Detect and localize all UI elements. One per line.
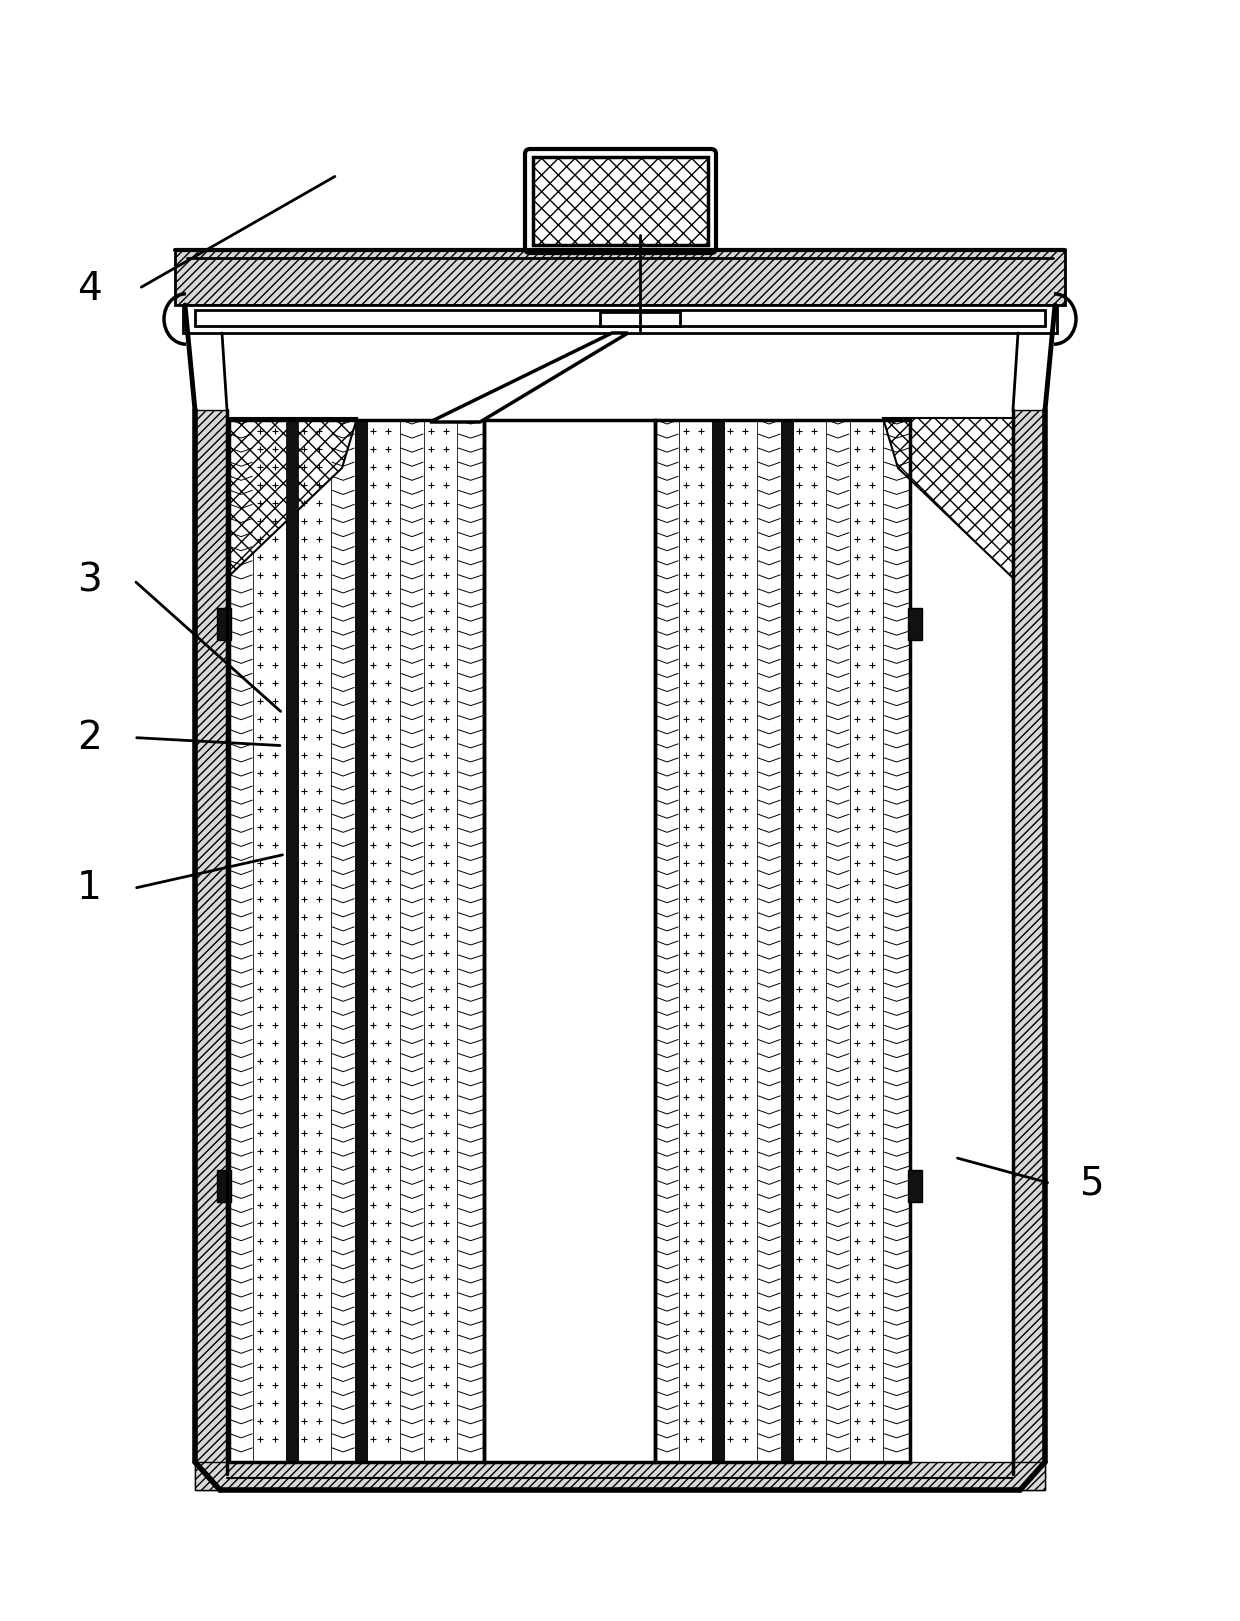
Bar: [217, 608, 231, 640]
Bar: [908, 1170, 923, 1203]
Bar: [781, 420, 792, 1462]
Bar: [484, 420, 655, 1462]
Bar: [883, 420, 910, 1462]
Text: 5: 5: [1079, 1164, 1104, 1203]
Bar: [826, 420, 851, 1462]
Text: 2: 2: [77, 718, 102, 757]
Bar: [851, 420, 883, 1462]
Bar: [195, 310, 1045, 326]
Bar: [298, 420, 331, 1462]
Bar: [724, 420, 756, 1462]
Polygon shape: [227, 418, 357, 579]
Text: 4: 4: [77, 269, 102, 308]
Text: 1: 1: [77, 869, 102, 908]
Bar: [655, 420, 680, 1462]
Bar: [195, 410, 227, 1490]
Bar: [908, 608, 923, 640]
Bar: [229, 420, 484, 1462]
Bar: [331, 420, 355, 1462]
Bar: [680, 420, 712, 1462]
Bar: [533, 157, 708, 245]
Text: 3: 3: [77, 561, 102, 600]
Bar: [355, 420, 367, 1462]
Bar: [253, 420, 286, 1462]
Bar: [184, 305, 1056, 332]
Bar: [600, 311, 680, 326]
Bar: [367, 420, 399, 1462]
Bar: [424, 420, 458, 1462]
Bar: [712, 420, 724, 1462]
Polygon shape: [883, 418, 1013, 579]
Bar: [756, 420, 781, 1462]
Bar: [399, 420, 424, 1462]
Bar: [229, 420, 253, 1462]
Bar: [286, 420, 298, 1462]
Bar: [458, 420, 484, 1462]
Bar: [792, 420, 826, 1462]
Bar: [227, 410, 1013, 1490]
Bar: [195, 1462, 1045, 1490]
Polygon shape: [430, 332, 627, 421]
Bar: [217, 1170, 231, 1203]
Bar: [1013, 410, 1045, 1490]
Bar: [175, 250, 1065, 305]
Bar: [655, 420, 910, 1462]
